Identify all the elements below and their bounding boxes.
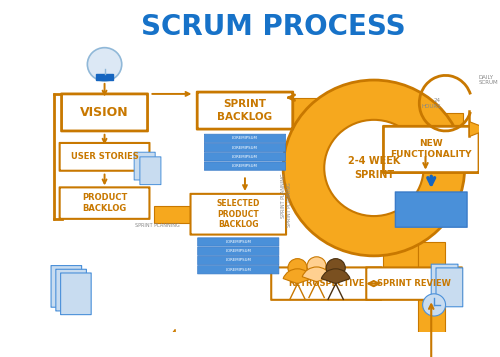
Text: NEW
FUNCTIONALITY: NEW FUNCTIONALITY — [390, 139, 472, 160]
FancyBboxPatch shape — [62, 94, 148, 131]
FancyBboxPatch shape — [396, 192, 467, 227]
FancyBboxPatch shape — [197, 92, 292, 129]
Text: LOREMIPSUM: LOREMIPSUM — [226, 268, 251, 272]
Text: LOREMIPSUM: LOREMIPSUM — [232, 164, 258, 168]
Bar — [238, 335, 444, 357]
Polygon shape — [470, 122, 488, 136]
Bar — [384, 242, 418, 268]
FancyBboxPatch shape — [60, 143, 150, 171]
Bar — [412, 114, 463, 139]
Text: DAILY
SCRUM: DAILY SCRUM — [479, 75, 498, 85]
FancyBboxPatch shape — [60, 273, 91, 315]
Bar — [412, 114, 439, 150]
Text: SELECTED
PRODUCT
BACKLOG: SELECTED PRODUCT BACKLOG — [216, 199, 260, 229]
FancyBboxPatch shape — [204, 153, 286, 161]
Bar — [292, 97, 331, 124]
FancyBboxPatch shape — [140, 157, 161, 185]
Circle shape — [88, 47, 122, 81]
FancyBboxPatch shape — [190, 194, 286, 235]
Text: 24
HOURS: 24 HOURS — [421, 98, 441, 109]
FancyBboxPatch shape — [198, 256, 279, 265]
FancyBboxPatch shape — [134, 152, 155, 180]
FancyBboxPatch shape — [204, 134, 286, 142]
Text: SPRINT
BACKLOG: SPRINT BACKLOG — [218, 99, 272, 122]
Wedge shape — [302, 267, 331, 282]
FancyArrow shape — [162, 330, 238, 357]
Circle shape — [307, 257, 326, 275]
FancyBboxPatch shape — [431, 264, 458, 303]
FancyArrow shape — [154, 206, 260, 222]
Circle shape — [326, 258, 345, 277]
Text: LOREMIPSUM: LOREMIPSUM — [232, 146, 258, 150]
Text: RETROSPECTIVE: RETROSPECTIVE — [288, 279, 364, 288]
Wedge shape — [283, 269, 312, 283]
FancyBboxPatch shape — [204, 162, 286, 170]
Wedge shape — [322, 269, 350, 283]
FancyBboxPatch shape — [198, 238, 279, 246]
FancyBboxPatch shape — [60, 187, 150, 219]
Text: LOREMIPSUM: LOREMIPSUM — [226, 240, 251, 244]
FancyBboxPatch shape — [56, 269, 86, 311]
FancyBboxPatch shape — [198, 247, 279, 255]
Circle shape — [288, 258, 307, 277]
Circle shape — [422, 294, 446, 316]
Text: LOREMIPSUM: LOREMIPSUM — [232, 155, 258, 159]
Text: SPRINT PLANNING: SPRINT PLANNING — [135, 223, 180, 228]
Text: LOREMIPSUM: LOREMIPSUM — [232, 136, 258, 140]
Text: SPRINT PLANNING: SPRINT PLANNING — [288, 182, 292, 227]
FancyBboxPatch shape — [198, 266, 279, 274]
Text: PRODUCT
BACKLOG: PRODUCT BACKLOG — [82, 193, 127, 213]
FancyBboxPatch shape — [271, 267, 381, 300]
FancyBboxPatch shape — [204, 144, 286, 152]
FancyBboxPatch shape — [366, 267, 462, 300]
Text: SPRINT PLANNING: SPRINT PLANNING — [280, 174, 285, 218]
Circle shape — [324, 120, 424, 216]
Text: SPRINT REVIEW: SPRINT REVIEW — [377, 279, 451, 288]
Text: LOREMIPSUM: LOREMIPSUM — [226, 249, 251, 253]
FancyBboxPatch shape — [436, 268, 463, 307]
Text: VISION: VISION — [80, 106, 129, 119]
Bar — [96, 74, 113, 80]
FancyBboxPatch shape — [384, 126, 479, 172]
FancyBboxPatch shape — [51, 266, 82, 307]
Circle shape — [283, 80, 465, 256]
Text: 2-4 WEEK
SPRINT: 2-4 WEEK SPRINT — [348, 156, 400, 180]
Text: LOREMIPSUM: LOREMIPSUM — [226, 258, 251, 262]
Text: USER STORIES: USER STORIES — [70, 152, 138, 161]
Text: SCRUM PROCESS: SCRUM PROCESS — [142, 13, 406, 41]
Bar — [418, 242, 444, 335]
